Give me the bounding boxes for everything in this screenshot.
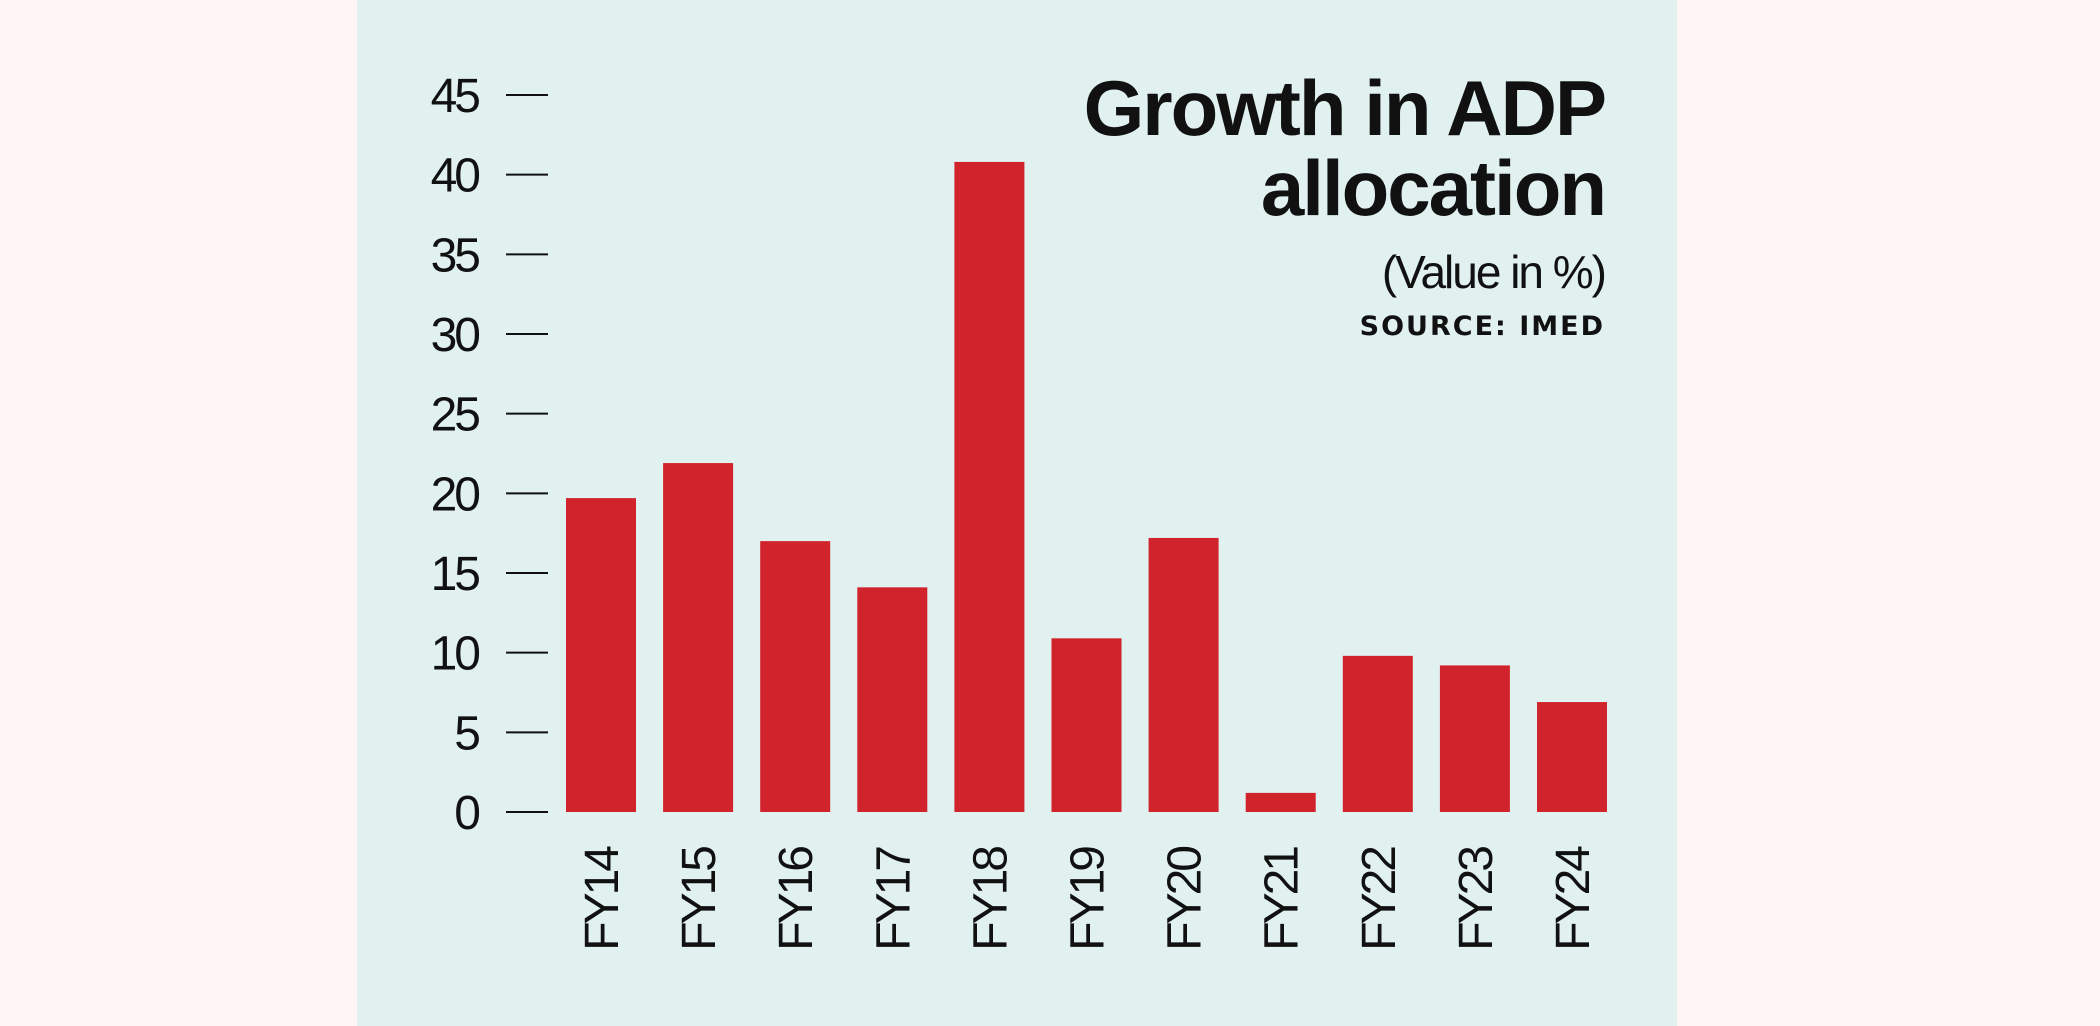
y-tick-label: 10 [431, 628, 480, 681]
bar-fy23 [1439, 665, 1510, 812]
y-tick-label: 15 [431, 548, 480, 601]
y-axis: 0 5 10 15 20 25 30 35 40 45 [431, 70, 548, 840]
bar-fy18 [954, 161, 1025, 813]
x-tick-label: FY23 [1450, 847, 1503, 951]
x-tick-label: FY24 [1547, 846, 1600, 951]
bar-fy21 [1245, 792, 1316, 812]
bar-fy22 [1342, 655, 1413, 812]
bar-fy14 [566, 498, 636, 812]
bars [566, 161, 1607, 813]
chart-subtitle: (Value in %) [1382, 246, 1605, 298]
y-tick-label: 45 [431, 70, 480, 123]
x-tick-label: FY14 [576, 846, 629, 951]
chart-title-line-1: Growth in ADP [1084, 64, 1605, 152]
y-tick-label: 0 [454, 787, 479, 840]
bar-fy17 [857, 587, 928, 812]
chart-title-line-2: allocation [1261, 144, 1605, 232]
y-tick-label: 5 [454, 707, 479, 760]
x-tick-label: FY22 [1353, 847, 1406, 951]
x-axis: FY14 FY15 FY16 FY17 FY18 FY19 FY20 FY21 FY22 FY23… [576, 846, 1600, 951]
x-tick-label: FY19 [1062, 847, 1115, 951]
bar-fy19 [1051, 638, 1122, 812]
x-tick-label: FY18 [964, 847, 1017, 951]
bar-fy20 [1148, 537, 1219, 812]
x-tick-label: FY17 [867, 847, 920, 951]
bar-fy15 [663, 463, 734, 812]
x-tick-label: FY15 [673, 847, 726, 951]
y-tick-label: 20 [431, 468, 480, 521]
y-tick-label: 35 [431, 229, 480, 282]
bar-fy24 [1537, 702, 1607, 812]
bar-fy16 [760, 541, 831, 812]
chart-source: SOURCE: IMED [1360, 311, 1605, 342]
y-tick-label: 25 [431, 389, 480, 442]
x-tick-label: FY21 [1256, 847, 1309, 951]
y-tick-label: 30 [431, 309, 480, 362]
x-tick-label: FY16 [770, 847, 823, 951]
x-tick-label: FY20 [1159, 847, 1212, 951]
y-tick-label: 40 [431, 150, 480, 203]
